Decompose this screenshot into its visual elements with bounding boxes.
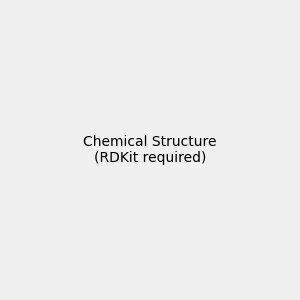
Text: Chemical Structure
(RDKit required): Chemical Structure (RDKit required) bbox=[83, 135, 217, 165]
